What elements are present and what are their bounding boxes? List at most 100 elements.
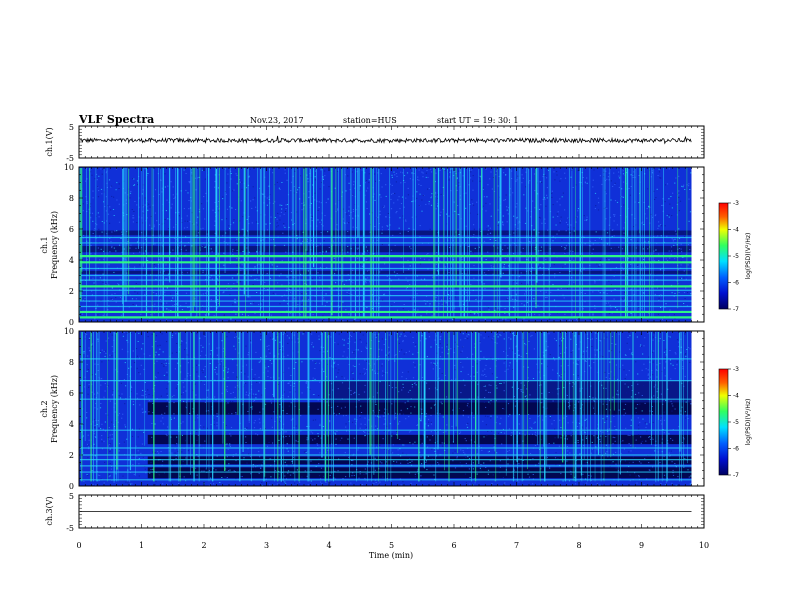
spectrogram-speckle [287,470,290,472]
spectrogram-speckle [189,221,191,223]
spectrogram-speckle [292,251,294,253]
spectrogram-speckle [121,234,123,235]
spectrogram-speckle [142,205,144,207]
spectrogram-speckle [183,227,186,229]
spectrogram-speckle [235,478,237,480]
spectrogram-speckle [417,179,419,181]
spectrogram-speckle [666,260,669,262]
spectrogram-speckle [654,293,656,295]
spectrogram-speckle [221,230,223,232]
spectrogram-speckle [97,338,99,340]
spectrogram-speckle [250,303,252,305]
spectrogram-speckle [674,463,676,464]
spectrogram-speckle [167,263,169,264]
spectrogram-speckle [94,228,96,230]
spectrogram-speckle [347,245,349,247]
spectrogram-speckle [86,201,88,203]
spectrogram-speckle [678,341,680,343]
spectrogram-speckle [490,265,492,267]
spectrogram-speckle [690,403,692,405]
spectrogram-speckle [610,269,612,271]
spectrogram-speckle [648,206,650,208]
spectrogram-speckle [559,419,561,421]
spectrogram-speckle [485,364,487,366]
spectrogram-speckle [498,175,500,177]
spectrogram-speckle [545,297,547,298]
spectrogram-speckle [211,470,213,472]
spectrogram-speckle [250,342,252,344]
spectrogram-speckle [101,193,103,195]
spectrogram-speckle [327,363,329,365]
spectrogram-speckle [416,312,418,314]
spectrogram-speckle [266,238,268,240]
spectrogram-speckle [268,185,270,187]
spectrogram-speckle [224,191,226,192]
spectrogram-speckle [368,452,370,454]
spectrogram-speckle [363,391,366,393]
spectrogram-speckle [172,194,174,196]
spectrogram-speckle [272,292,274,294]
spectrogram-speckle [615,364,617,366]
spectrogram-speckle [588,245,591,247]
spectrogram-speckle [90,217,92,219]
spectrogram-speckle [367,259,369,261]
spectrogram-speckle [529,426,531,428]
spectrogram-speckle [91,470,93,472]
spectrogram-speckle [487,251,489,253]
spectrogram-speckle [216,307,219,309]
spectrogram-speckle [213,424,215,426]
spectrogram-speckle [672,240,674,242]
spectrogram-speckle [564,263,566,265]
spectrogram-speckle [277,225,279,227]
spectrogram-speckle [556,201,558,203]
spectrogram-speckle [524,396,526,398]
spectrogram-speckle [397,449,399,451]
spectrogram-speckle [317,219,319,221]
spectrogram-speckle [269,318,271,320]
spectrogram-speckle [458,182,460,184]
spectrogram-speckle [504,308,506,309]
spectrogram-speckle [658,287,660,289]
spectrogram-speckle [672,405,674,407]
spectrogram-speckle [345,309,347,311]
spectrogram-speckle [419,193,421,195]
spectrogram-speckle [115,369,117,371]
spectrogram-speckle [279,219,281,221]
spectrogram-speckle [529,269,531,271]
spectrogram-speckle [544,218,546,220]
spectrogram-speckle [602,418,604,420]
spectrogram-speckle [217,299,219,300]
spectrogram-speckle [227,371,229,373]
spectrogram-speckle [352,217,354,219]
spectrogram-speckle [405,335,407,337]
spectrogram-speckle [609,304,611,306]
spectrogram-speckle [422,195,424,196]
spectrogram-speckle [683,270,685,272]
spectrogram-speckle [472,234,474,236]
spectrogram-speckle [655,214,657,216]
spectrogram-speckle [201,370,203,372]
spectrogram-speckle [100,384,102,386]
spectrogram-speckle [378,409,381,411]
spectrogram-speckle [330,449,332,451]
spectrogram-speckle [329,420,331,422]
spectrogram-speckle [379,194,381,196]
spectrogram-speckle [501,168,504,169]
spectrogram-speckle [450,265,452,267]
spectrogram-speckle [614,200,617,202]
spectrogram-speckle [251,207,253,209]
spectrogram-speckle [116,199,118,201]
spectrogram-speckle [405,220,407,222]
spectrogram-speckle [223,347,225,349]
spectrogram-speckle [101,441,103,443]
spectrogram-speckle [551,190,553,192]
spectrogram-speckle [678,237,681,239]
spectrogram-speckle [206,233,208,235]
spectrogram-speckle [108,305,110,307]
spectrogram-speckle [516,179,518,181]
spectrogram-speckle [472,462,474,464]
spectrogram-speckle [256,210,258,212]
spectrogram-speckle [516,282,518,284]
spectrogram-speckle [272,394,274,395]
spectrogram-speckle [527,377,529,379]
